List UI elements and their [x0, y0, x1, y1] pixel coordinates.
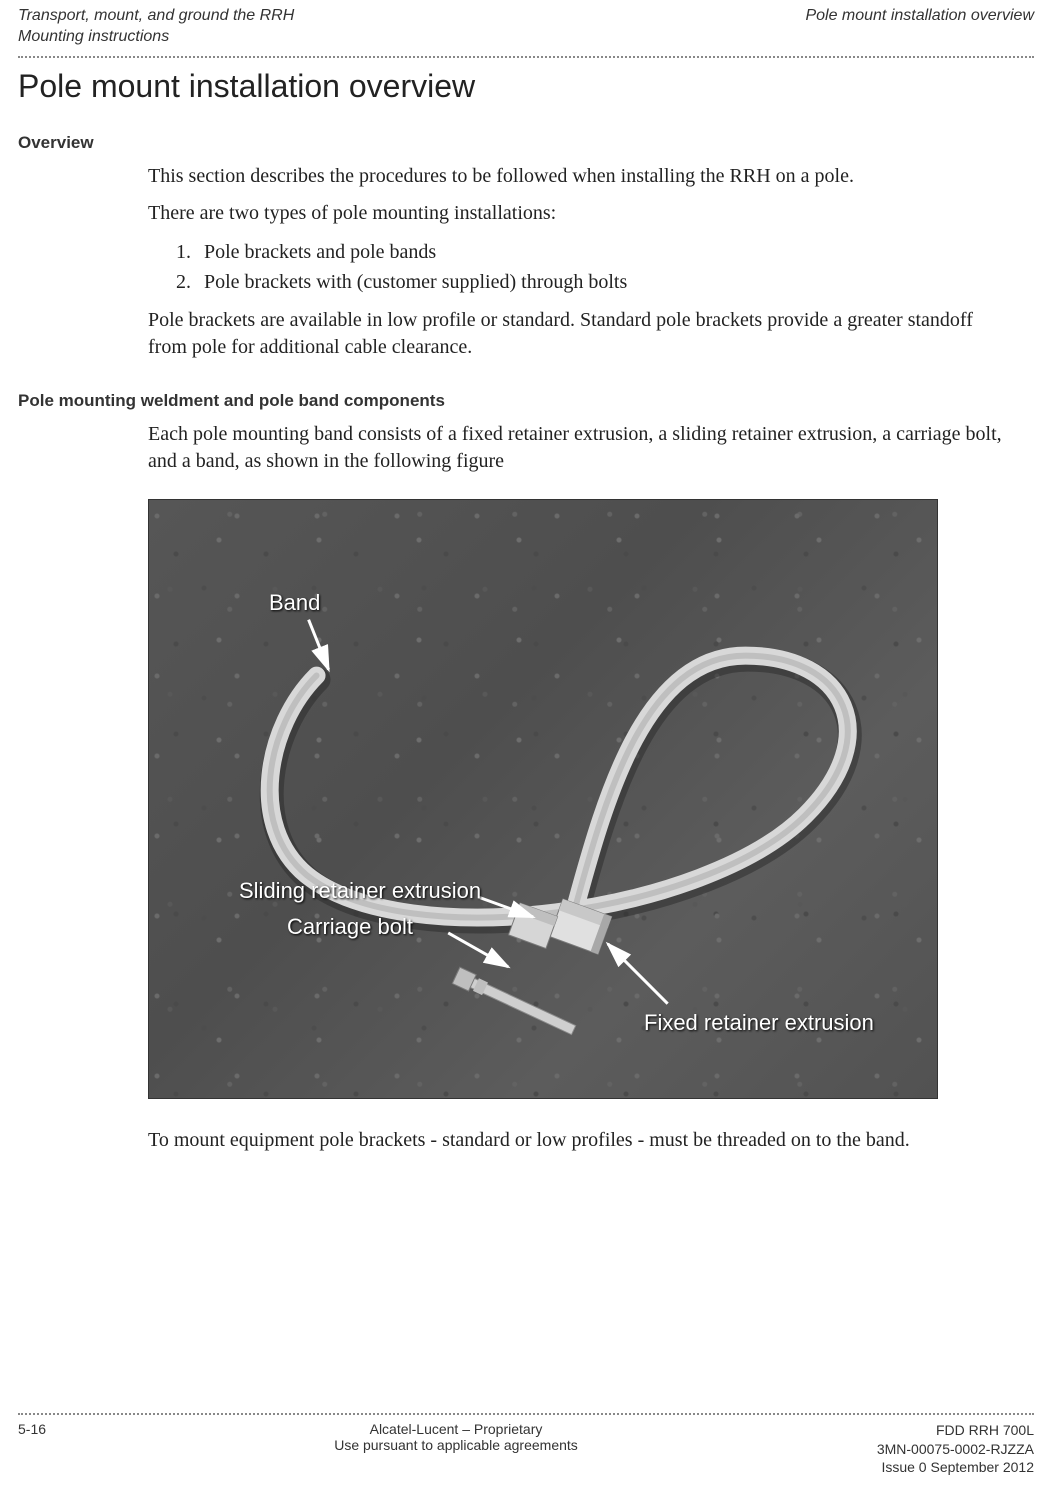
overview-p2: There are two types of pole mounting ins…	[148, 200, 1004, 227]
section-heading-overview: Overview	[18, 133, 1034, 153]
overview-list: 1.Pole brackets and pole bands 2.Pole br…	[176, 237, 1004, 297]
header-left-line2: Mounting instructions	[18, 27, 294, 48]
footer-divider	[18, 1413, 1034, 1415]
overview-p1: This section describes the procedures to…	[148, 163, 1004, 190]
footer-right-line1: FDD RRH 700L	[814, 1421, 1034, 1439]
footer-center: Alcatel-Lucent – Proprietary Use pursuan…	[98, 1421, 814, 1476]
footer-right-line2: 3MN-00075-0002-RJZZA	[814, 1440, 1034, 1458]
spacer	[18, 371, 1034, 391]
list-text: Pole brackets with (customer supplied) t…	[204, 271, 627, 293]
header-left: Transport, mount, and ground the RRH Mou…	[18, 6, 294, 48]
band-svg	[149, 500, 937, 1098]
footer-row: 5-16 Alcatel-Lucent – Proprietary Use pu…	[18, 1421, 1034, 1476]
list-text: Pole brackets and pole bands	[204, 241, 436, 263]
overview-p3: Pole brackets are available in low profi…	[148, 307, 1004, 361]
section-heading-weldment: Pole mounting weldment and pole band com…	[18, 391, 1034, 411]
figure-label-sliding: Sliding retainer extrusion	[239, 878, 481, 904]
figure-label-carriage: Carriage bolt	[287, 914, 413, 940]
page-title: Pole mount installation overview	[18, 68, 1034, 105]
list-num: 2.	[176, 267, 204, 297]
footer-center-line1: Alcatel-Lucent – Proprietary	[98, 1421, 814, 1437]
figure-pole-band: Band Sliding retainer extrusion Carriage…	[148, 499, 938, 1099]
weldment-p2: To mount equipment pole brackets - stand…	[148, 1127, 1004, 1154]
weldment-content: Each pole mounting band consists of a fi…	[148, 421, 1004, 1154]
figure-label-band: Band	[269, 590, 320, 616]
figure-label-fixed: Fixed retainer extrusion	[644, 1010, 874, 1036]
header-right: Pole mount installation overview	[805, 6, 1034, 48]
header-left-line1: Transport, mount, and ground the RRH	[18, 6, 294, 27]
page: Transport, mount, and ground the RRH Mou…	[0, 0, 1052, 1490]
footer-center-line2: Use pursuant to applicable agreements	[98, 1437, 814, 1453]
list-num: 1.	[176, 237, 204, 267]
page-header: Transport, mount, and ground the RRH Mou…	[18, 0, 1034, 48]
header-divider	[18, 56, 1034, 58]
page-footer: 5-16 Alcatel-Lucent – Proprietary Use pu…	[18, 1413, 1034, 1476]
list-item: 2.Pole brackets with (customer supplied)…	[176, 267, 1004, 297]
overview-content: This section describes the procedures to…	[148, 163, 1004, 361]
footer-right: FDD RRH 700L 3MN-00075-0002-RJZZA Issue …	[814, 1421, 1034, 1476]
footer-right-line3: Issue 0 September 2012	[814, 1458, 1034, 1476]
footer-page-number: 5-16	[18, 1421, 98, 1476]
weldment-p1: Each pole mounting band consists of a fi…	[148, 421, 1004, 475]
list-item: 1.Pole brackets and pole bands	[176, 237, 1004, 267]
